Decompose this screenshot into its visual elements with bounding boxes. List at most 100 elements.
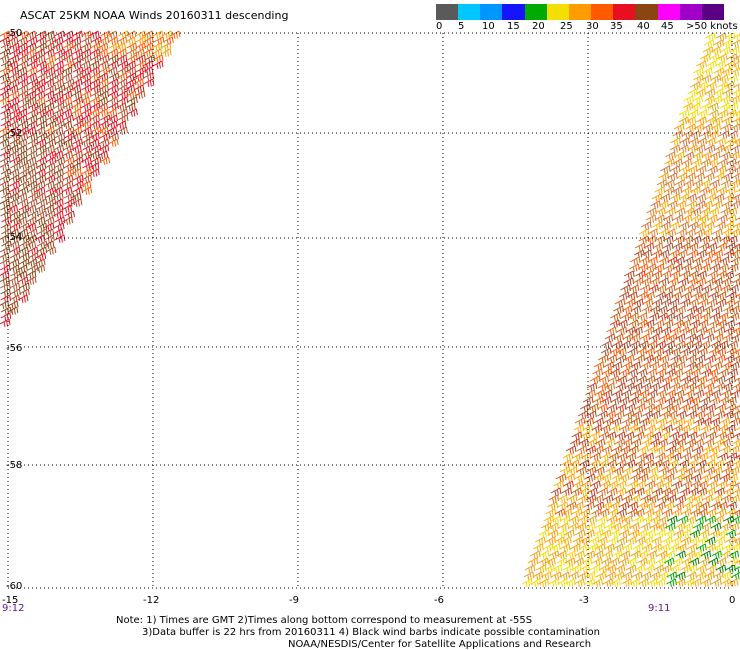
wind-barb [622, 333, 634, 342]
wind-barb [72, 138, 84, 147]
wind-barb [735, 217, 740, 222]
wind-barb [697, 109, 708, 118]
wind-barb [685, 515, 697, 524]
wind-barb [658, 172, 670, 181]
wind-barb [705, 508, 717, 517]
wind-barb [17, 228, 29, 237]
wind-barb [52, 204, 64, 213]
wind-barb [674, 333, 686, 342]
wind-barb [649, 305, 661, 314]
wind-barb [623, 410, 635, 419]
wind-barb [656, 417, 668, 426]
wind-barb [710, 46, 721, 55]
wind-barb [0, 144, 12, 153]
wind-barb [666, 172, 678, 181]
wind-barb [706, 242, 718, 251]
wind-barb [16, 66, 28, 75]
wind-barb [662, 536, 673, 545]
wind-barb [669, 382, 681, 391]
wind-barb [574, 550, 585, 559]
wind-barb [562, 452, 574, 461]
wind-barb [521, 578, 533, 587]
wind-barb [152, 54, 164, 63]
wind-barb [608, 557, 620, 566]
wind-barb [71, 90, 82, 99]
wind-barb [90, 42, 101, 51]
wind-barb [710, 340, 722, 349]
wind-barb [724, 32, 736, 41]
wind-barb [647, 494, 659, 503]
wind-barb [34, 126, 46, 135]
wind-barb [673, 529, 685, 538]
wind-barb [152, 30, 164, 39]
wind-barb [8, 96, 20, 105]
wind-speed-color-scale [436, 4, 725, 20]
wind-barb [579, 564, 590, 573]
wind-barb [43, 204, 55, 213]
wind-barb [560, 536, 572, 545]
wind-barb [732, 222, 740, 230]
wind-barb [693, 438, 704, 447]
wind-barb [36, 150, 48, 159]
wind-barb [686, 193, 697, 202]
wind-barb [665, 207, 676, 216]
wind-barb [107, 48, 119, 57]
wind-barb [0, 210, 12, 219]
wind-barb [716, 501, 728, 510]
wind-barb [597, 403, 608, 412]
wind-barb [615, 515, 626, 524]
wind-barb [618, 557, 630, 566]
wind-barb [710, 74, 722, 83]
wind-barb [0, 186, 10, 195]
wind-barb [0, 120, 12, 129]
wind-barb [686, 410, 698, 419]
wind-barb [606, 515, 618, 524]
wind-barb [645, 214, 657, 223]
wind-barb [17, 198, 29, 207]
wind-barb [108, 102, 119, 111]
wind-barb [725, 214, 737, 223]
wind-barb [670, 137, 681, 146]
wind-barb [61, 120, 73, 129]
wind-barb [8, 186, 20, 195]
wind-barb [666, 578, 677, 587]
wind-barb [577, 494, 589, 503]
wind-barb [675, 550, 687, 559]
wind-barb [7, 300, 19, 309]
wind-barb [652, 459, 663, 468]
wind-barb [608, 452, 619, 461]
wind-barb [598, 375, 610, 384]
wind-barb [17, 294, 29, 303]
wind-barb [16, 144, 28, 153]
wind-barb [713, 193, 725, 202]
wind-barb [674, 207, 686, 216]
wind-barb [603, 543, 615, 552]
wind-barb [722, 543, 734, 552]
wind-barb [716, 529, 728, 538]
wind-barb [70, 108, 82, 117]
wind-barb [610, 417, 622, 426]
wind-barb [708, 319, 720, 328]
wind-barb [732, 138, 740, 146]
wind-barb [647, 466, 659, 475]
wind-barb [712, 333, 724, 342]
wind-barb [621, 494, 633, 503]
wind-barb [71, 78, 83, 87]
wind-barb [704, 221, 715, 230]
wind-barb [614, 431, 626, 440]
wind-barb [663, 263, 675, 272]
wind-barb [730, 144, 740, 153]
wind-barb [653, 480, 665, 489]
wind-barb [675, 438, 687, 447]
wind-barb [714, 410, 726, 419]
wind-barb [591, 424, 603, 433]
wind-barb [700, 550, 712, 559]
wind-barb [628, 319, 640, 328]
wind-barb [697, 319, 709, 328]
wind-barb [665, 389, 677, 398]
wind-barb [80, 30, 92, 39]
wind-barb [17, 90, 29, 99]
wind-barb [571, 508, 583, 517]
wind-barb [589, 375, 601, 384]
wind-barb [680, 529, 692, 538]
